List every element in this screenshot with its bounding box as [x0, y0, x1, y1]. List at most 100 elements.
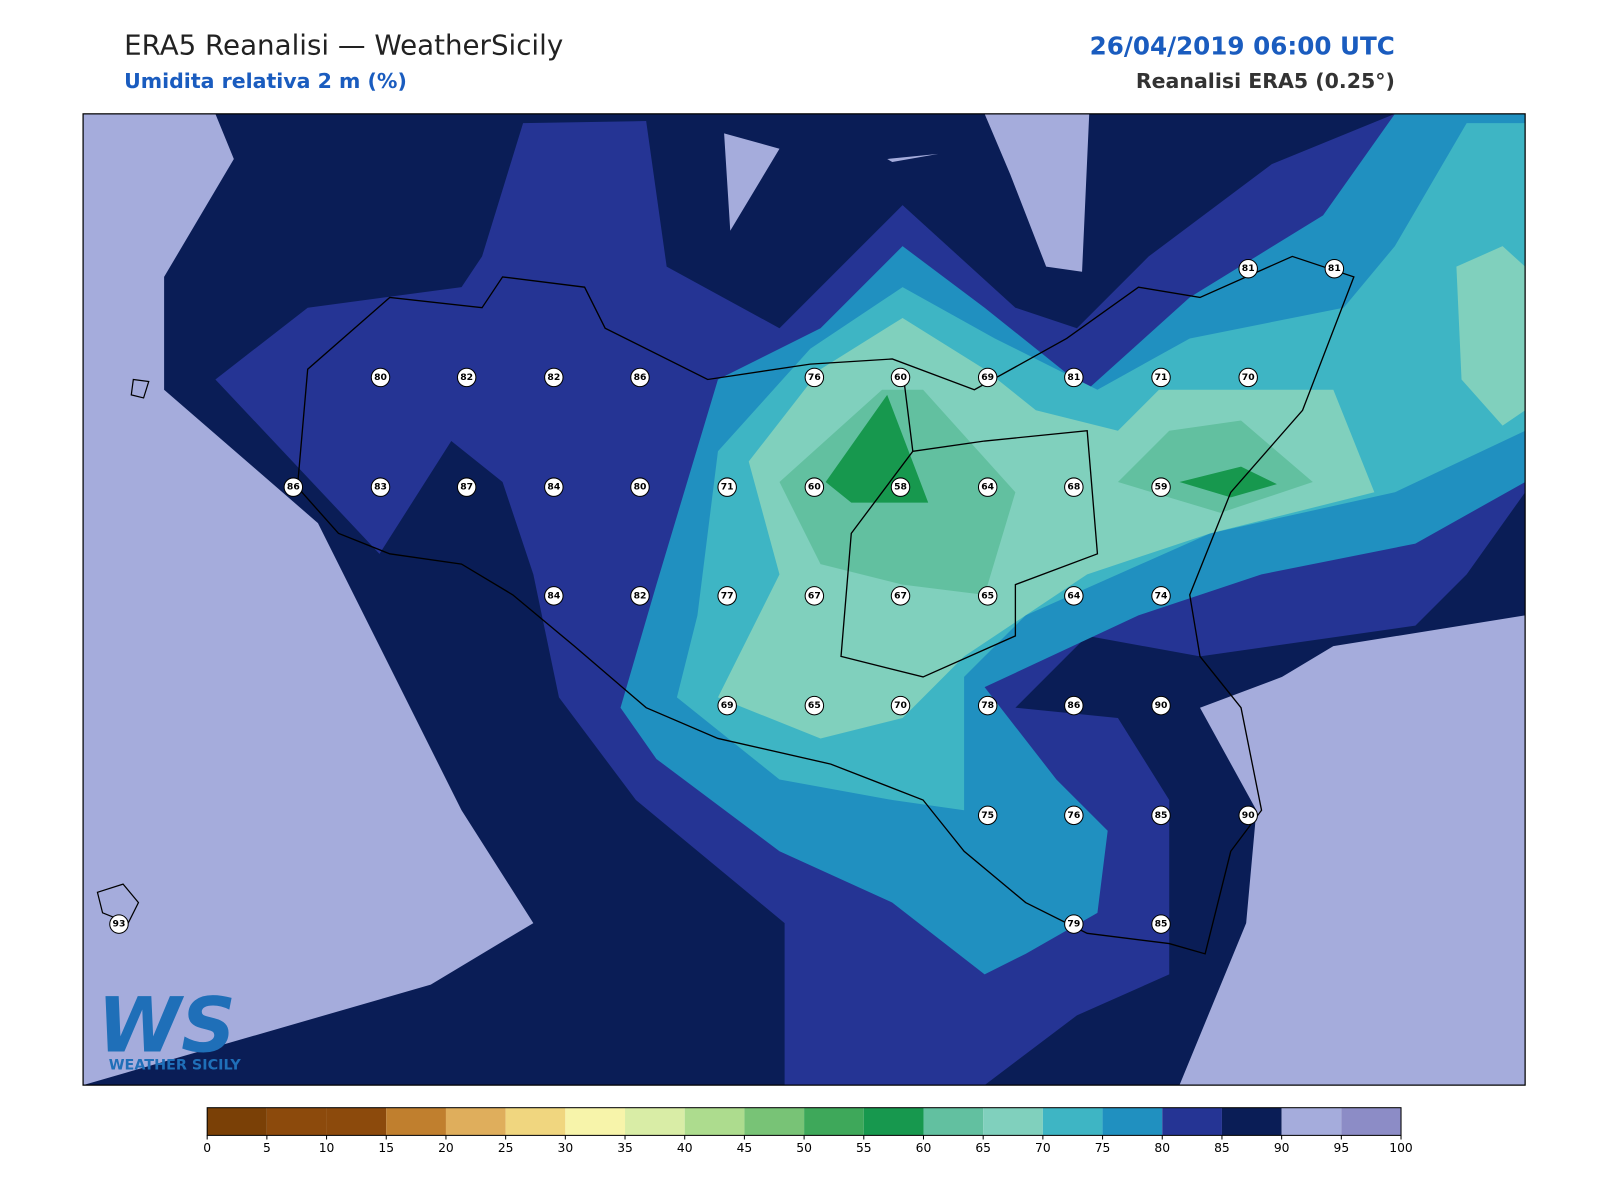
station-value: 59 — [1155, 482, 1168, 493]
station-value: 86 — [1067, 700, 1080, 711]
station-value: 87 — [460, 482, 473, 493]
station-marker — [1064, 367, 1084, 388]
colorbar-bin — [1102, 1107, 1163, 1136]
station-marker — [109, 914, 129, 934]
station-marker — [890, 367, 911, 388]
colorbar-tick-label: 100 — [1389, 1141, 1412, 1155]
station-value: 71 — [721, 482, 734, 493]
station-value: 81 — [1067, 372, 1080, 383]
title: ERA5 Reanalisi — WeatherSicily — [124, 28, 563, 61]
station-value: 86 — [287, 482, 300, 493]
station-value: 64 — [981, 482, 994, 493]
station-marker — [1151, 914, 1171, 934]
colorbar-tick-label: 20 — [438, 1141, 454, 1155]
colorbar-tick-label: 60 — [916, 1141, 932, 1155]
station-marker — [1151, 695, 1171, 716]
colorbar-tick-label: 40 — [677, 1141, 693, 1155]
colorbar-bin — [1042, 1107, 1103, 1136]
colorbar-bin — [565, 1107, 626, 1136]
station-value: 81 — [1328, 263, 1341, 274]
station-marker — [1151, 586, 1171, 606]
colorbar-bin — [684, 1107, 745, 1136]
colorbar-tick-label: 90 — [1274, 1141, 1290, 1155]
station-value: 79 — [1067, 919, 1080, 930]
date: 26/04/2019 06:00 UTC — [1090, 31, 1395, 60]
station-value: 83 — [374, 482, 387, 493]
colorbar-bin — [625, 1107, 685, 1136]
logo-name: WEATHER SICILY — [109, 1058, 242, 1074]
station-marker — [283, 477, 304, 497]
station-marker — [1151, 367, 1171, 388]
station-marker — [1238, 805, 1258, 826]
station-marker — [977, 477, 998, 497]
field — [83, 113, 1526, 1086]
colorbar-bin — [1162, 1107, 1222, 1136]
station-marker — [544, 367, 564, 388]
station-marker — [1324, 258, 1345, 279]
station-marker — [977, 805, 998, 826]
station-marker — [1064, 477, 1084, 497]
station-value: 74 — [1155, 590, 1168, 601]
station-marker — [456, 367, 477, 388]
subtitle: Umidita relativa 2 m (%) — [124, 69, 407, 93]
colorbar-bin — [505, 1107, 566, 1136]
station-marker — [630, 586, 650, 606]
station-marker — [544, 586, 564, 606]
colorbar: 0 5 10 15 20 25 30 35 40 45 50 55 60 65 70 75 80 85 90 95 10… — [203, 1107, 1413, 1155]
station-marker — [977, 695, 998, 716]
station-marker — [1151, 805, 1171, 826]
colorbar-bin — [1281, 1107, 1342, 1136]
colorbar-tick-label: 70 — [1035, 1141, 1051, 1155]
station-marker — [1064, 586, 1084, 606]
station-value: 69 — [721, 700, 734, 711]
station-value: 84 — [547, 482, 560, 493]
colorbar-tick-label: 45 — [737, 1141, 753, 1155]
station-marker — [804, 477, 825, 497]
station-marker — [1064, 805, 1084, 826]
colorbar-bin — [744, 1107, 805, 1136]
colorbar-bin — [804, 1107, 864, 1136]
colorbar-tick-label: 10 — [319, 1141, 335, 1155]
colorbar-tick-label: 85 — [1214, 1141, 1230, 1155]
source: Reanalisi ERA5 (0.25°) — [1136, 69, 1395, 93]
station-value: 76 — [1067, 810, 1080, 821]
colorbar-tick-label: 30 — [558, 1141, 574, 1155]
station-value: 80 — [634, 482, 647, 493]
colorbar-bin — [1221, 1107, 1282, 1136]
station-value: 82 — [634, 590, 647, 601]
stations: 81 81 80 82 82 86 76 60 69 81 71 70 86 83 87 84 80 71 60 58… — [109, 258, 1345, 934]
station-marker — [717, 586, 737, 606]
station-marker — [890, 477, 911, 497]
station-value: 82 — [460, 372, 473, 383]
map-frame — [82, 113, 1526, 1086]
station-marker — [370, 367, 391, 388]
station-value: 77 — [721, 590, 734, 601]
colorbar-tick-label: 5 — [263, 1141, 271, 1155]
station-marker — [717, 477, 737, 497]
station-value: 68 — [1067, 482, 1080, 493]
colorbar-tick-label: 35 — [617, 1141, 633, 1155]
colorbar-bin — [386, 1107, 446, 1136]
station-marker — [890, 586, 911, 606]
station-value: 86 — [634, 372, 647, 383]
station-value: 64 — [1067, 590, 1080, 601]
colorbar-bin — [207, 1107, 267, 1136]
station-value: 76 — [808, 372, 821, 383]
station-value: 67 — [894, 590, 907, 601]
station-value: 67 — [808, 590, 821, 601]
colorbar-bin — [326, 1107, 387, 1136]
station-marker — [630, 477, 650, 497]
station-marker — [1151, 477, 1171, 497]
station-value: 58 — [894, 482, 907, 493]
colorbar-tick-label: 0 — [203, 1141, 211, 1155]
station-value: 85 — [1155, 810, 1168, 821]
station-value: 80 — [374, 372, 387, 383]
colorbar-bin — [863, 1107, 924, 1136]
station-marker — [1238, 367, 1258, 388]
colorbar-tick-label: 65 — [975, 1141, 991, 1155]
station-marker — [717, 695, 737, 716]
station-value: 70 — [894, 700, 907, 711]
station-value: 75 — [981, 810, 994, 821]
colorbar-tick-label: 75 — [1095, 1141, 1111, 1155]
station-value: 82 — [547, 372, 560, 383]
